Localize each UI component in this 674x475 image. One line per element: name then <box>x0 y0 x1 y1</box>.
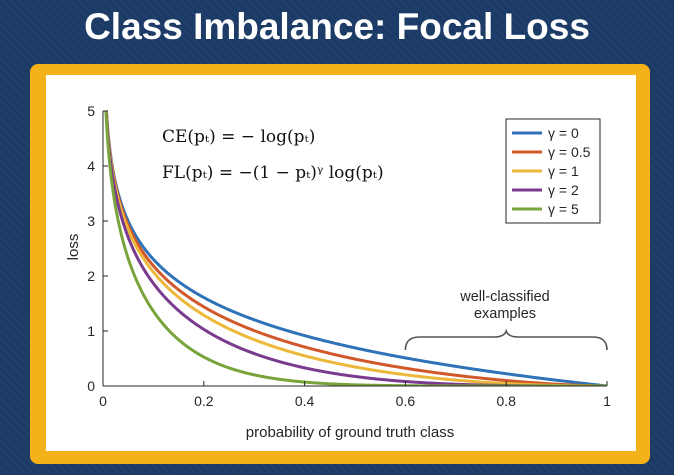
y-tick-label: 0 <box>87 378 95 394</box>
plot-card: 0 0.2 0.4 0.6 0.8 1 0 1 2 3 4 5 probability of grou… <box>46 75 636 451</box>
legend-label: γ = 2 <box>548 182 579 198</box>
annotation-brace <box>404 328 608 351</box>
x-tick-label: 1 <box>603 393 611 409</box>
legend-label: γ = 0.5 <box>548 144 591 160</box>
series-line-gamma-0 <box>104 111 607 386</box>
slide-title: Class Imbalance: Focal Loss <box>84 6 590 47</box>
ce-equation: CE(pₜ) = − log(pₜ) <box>162 127 315 147</box>
annotation-line1: well-classified <box>459 289 549 305</box>
curves-group <box>104 111 607 386</box>
legend-label: γ = 5 <box>548 201 579 217</box>
x-tick-label: 0.2 <box>194 393 214 409</box>
y-tick-label: 5 <box>87 103 95 119</box>
y-tick-label: 4 <box>87 158 95 174</box>
x-tick-label: 0.6 <box>396 393 416 409</box>
legend: γ = 0 γ = 0.5 γ = 1 γ = 2 γ = 5 <box>505 118 601 224</box>
y-axis-label: loss <box>65 234 82 261</box>
x-tick-label: 0 <box>99 393 107 409</box>
axes-group <box>102 111 607 387</box>
x-tick-label: 0.4 <box>295 393 315 409</box>
annotation-line2: examples <box>474 306 536 322</box>
series-line-gamma-5 <box>104 111 607 386</box>
y-tick-label: 3 <box>87 213 95 229</box>
legend-label: γ = 0 <box>548 125 579 141</box>
series-line-gamma-0-5 <box>104 111 607 386</box>
x-tick-label: 0.8 <box>496 393 516 409</box>
legend-label: γ = 1 <box>548 163 579 179</box>
x-axis-label: probability of ground truth class <box>246 424 454 441</box>
ticks-group: 0 0.2 0.4 0.6 0.8 1 0 1 2 3 4 5 <box>87 103 611 409</box>
y-tick-label: 2 <box>87 268 95 284</box>
y-tick-label: 1 <box>87 323 95 339</box>
focal-loss-chart: 0 0.2 0.4 0.6 0.8 1 0 1 2 3 4 5 probability of grou… <box>65 103 611 441</box>
fl-equation: FL(pₜ) = −(1 − pₜ)ᵞ log(pₜ) <box>162 163 384 183</box>
